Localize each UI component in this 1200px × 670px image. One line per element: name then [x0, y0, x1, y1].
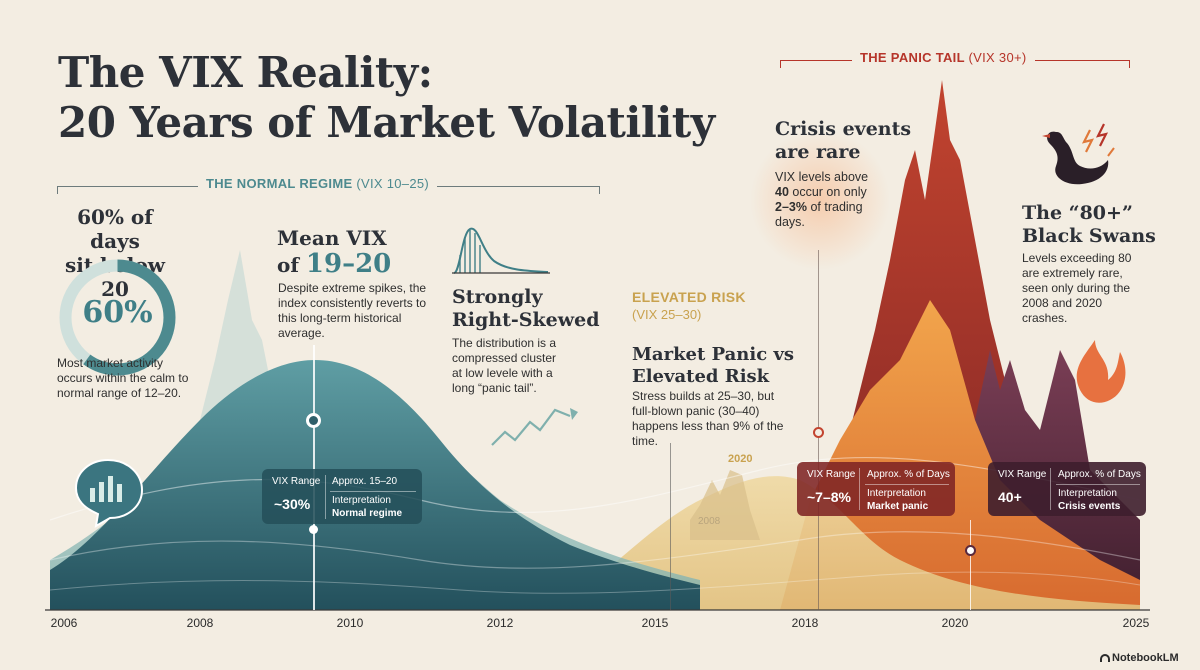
panic-range-card: VIX Range ~7–8% Approx. % of Days Interp…: [797, 462, 955, 516]
year-label-2008: 2008: [698, 516, 721, 527]
card-divider-h: [330, 491, 416, 492]
axis-tick: 2006: [50, 616, 78, 630]
crisis-desc-3: of trading days.: [775, 200, 863, 229]
crisis-heading: Crisis events are rare: [775, 118, 911, 164]
elevated-heading-line-2: Elevated Risk: [632, 366, 770, 387]
card-approx: Approx. 15–20: [332, 476, 398, 487]
crisis-marker-dot: [813, 427, 824, 438]
black-swan-marker-line: [970, 520, 971, 610]
page-title: The VIX Reality: 20 Years of Market Vola…: [58, 48, 715, 148]
page-title-line-1: The VIX Reality:: [58, 48, 433, 97]
crisis-desc: VIX levels above 40 occur on only 2–3% o…: [775, 170, 875, 230]
mean-desc: Despite extreme spikes, the index consis…: [278, 281, 427, 340]
normal-regime-label: THE NORMAL REGIME (VIX 10–25): [198, 176, 438, 191]
black-swan-icon: [1042, 123, 1115, 185]
card-interp-label: Interpretation: [867, 488, 926, 499]
elevated-marker-line: [670, 443, 671, 610]
wave-line-3: [49, 571, 1141, 594]
card-interp-value: Normal regime: [332, 508, 403, 519]
elevated-heading: Market Panic vs Elevated Risk: [632, 344, 794, 388]
brand-watermark: NotebookLM: [1100, 652, 1179, 664]
card-divider-h: [865, 484, 949, 485]
card-interp-label: Interpretation: [332, 495, 391, 506]
card-range-label: VIX Range: [272, 476, 321, 487]
axis-tick: 2025: [1122, 616, 1150, 630]
card-range-label: VIX Range: [807, 469, 856, 480]
card-range-value: 40+: [998, 489, 1022, 505]
elevated-range: (VIX 25–30): [632, 307, 702, 322]
mean-heading-line-1: Mean VIX: [277, 226, 387, 250]
crisis-heading-line-2: are rare: [775, 141, 861, 163]
crisis-desc-bold-1: 40: [775, 185, 789, 199]
panic-tail-label: THE PANIC TAIL (VIX 30+): [852, 50, 1035, 65]
normal-stat-heading-line-1: 60% of days: [77, 205, 153, 253]
panic-peak-orange: [780, 300, 1140, 610]
card-divider-v: [859, 468, 860, 510]
card-range-value: ~30%: [274, 496, 311, 512]
normal-regime-range: (VIX 10–25): [356, 176, 430, 191]
card-interp-label: Interpretation: [1058, 488, 1117, 499]
crisis-range-card: VIX Range 40+ Approx. % of Days Interpre…: [988, 462, 1146, 516]
axis-tick: 2010: [336, 616, 364, 630]
bar-chart-icon: [74, 458, 144, 528]
year-label-2020: 2020: [728, 453, 753, 465]
axis-tick: 2018: [791, 616, 819, 630]
panic-tail-range: (VIX 30+): [968, 50, 1027, 65]
page-title-line-2: 20 Years of Market Volatility: [58, 98, 715, 147]
axis-tick: 2008: [186, 616, 214, 630]
card-range-label: VIX Range: [998, 469, 1047, 480]
elevated-heading-line-1: Market Panic vs: [632, 344, 795, 365]
mean-heading-of: of: [277, 253, 306, 277]
axis-tick: 2015: [641, 616, 669, 630]
black-swan-marker-dot: [965, 545, 976, 556]
donut-arc: [59, 259, 176, 376]
mean-marker-dot: [306, 413, 321, 428]
axis-tick: 2012: [486, 616, 514, 630]
black-swans-desc: Levels exceeding 80 are extremely rare, …: [1022, 251, 1132, 325]
crisis-desc-bold-2: 2–3%: [775, 200, 807, 214]
axis-tick: 2020: [941, 616, 969, 630]
normal-regime-desc: Most market activity occurs within the c…: [57, 356, 189, 400]
mean-heading: Mean VIX of 19–20: [277, 225, 391, 278]
crisis-desc-2: occur on only: [788, 185, 867, 199]
black-swans-heading-line-1: The “80+”: [1022, 202, 1133, 224]
card-interp-value: Crisis events: [1058, 501, 1121, 512]
panic-tail-title: THE PANIC TAIL: [860, 50, 965, 65]
trend-up-arrowhead: [570, 408, 578, 420]
skew-distribution-icon: [452, 227, 550, 274]
card-approx: Approx. % of Days: [1058, 469, 1141, 480]
skew-heading-line-1: Strongly: [452, 286, 543, 308]
brand-name: NotebookLM: [1112, 652, 1179, 664]
card-divider-h: [1056, 484, 1140, 485]
donut-value: 60%: [82, 295, 153, 330]
black-swans-heading: The “80+” Black Swans: [1022, 202, 1156, 248]
mean-marker-dot-low: [309, 525, 318, 534]
card-approx: Approx. % of Days: [867, 469, 950, 480]
brand-icon: [1100, 654, 1110, 662]
card-divider-v: [325, 475, 326, 519]
crisis-heading-line-1: Crisis events: [775, 118, 912, 140]
mean-heading-line-2: of 19–20: [277, 251, 391, 278]
gold-spike: [690, 470, 760, 540]
donut-chart: [59, 259, 176, 376]
black-swans-heading-line-2: Black Swans: [1022, 225, 1156, 247]
elevated-label: ELEVATED RISK: [632, 289, 746, 305]
normal-regime-title: THE NORMAL REGIME: [206, 176, 353, 191]
card-range-value: ~7–8%: [807, 489, 851, 505]
crisis-glow: [750, 130, 890, 270]
trend-up-icon: [491, 408, 571, 446]
elevated-desc: Stress builds at 25–30, but full-blown p…: [632, 389, 784, 448]
card-interp-value: Market panic: [867, 501, 929, 512]
skew-heading-line-2: Right-Skewed: [452, 309, 600, 331]
mean-heading-value: 19–20: [305, 249, 392, 279]
wave-line-2: [49, 531, 1141, 569]
normal-range-card: VIX Range ~30% Approx. 15–20 Interpretat…: [262, 469, 422, 524]
flame-icon: [1076, 340, 1126, 403]
skew-heading: Strongly Right-Skewed: [452, 286, 599, 332]
card-divider-v: [1050, 468, 1051, 510]
crisis-desc-1: VIX levels above: [775, 170, 869, 184]
skew-desc: The distribution is a compressed cluster…: [452, 336, 557, 395]
